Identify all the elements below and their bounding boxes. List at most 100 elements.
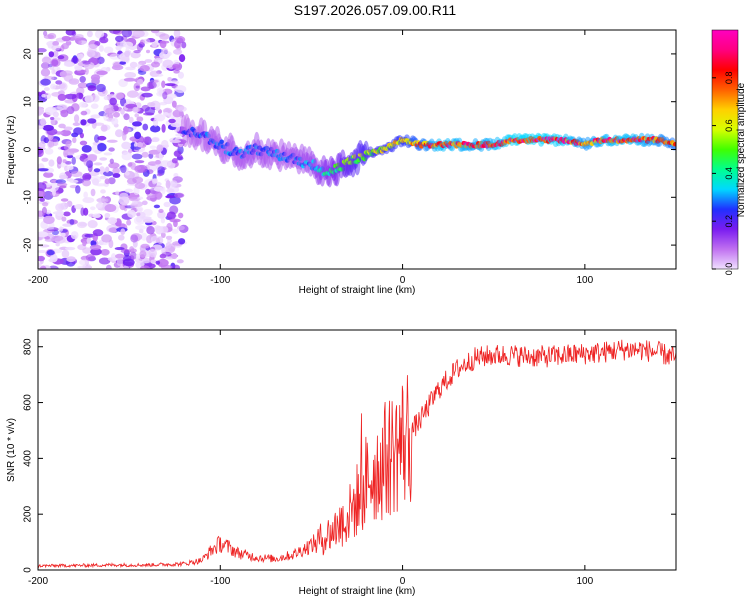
spectrogram-noise-cell	[57, 55, 65, 60]
spectrogram-noise-cell	[151, 30, 160, 34]
spectrogram-noise-cell	[131, 153, 143, 160]
spectrogram-noise-cell	[168, 118, 176, 124]
spectrogram-noise-cell	[127, 209, 137, 218]
spectrogram-noise-cell	[156, 144, 164, 153]
spectrogram-noise-cell	[176, 156, 184, 161]
spectrogram-noise-cell	[77, 40, 82, 45]
spectrogram-noise-cell	[146, 235, 153, 244]
spectrogram-noise-cell	[70, 231, 79, 240]
spectrogram-noise-cell	[177, 212, 184, 219]
spectrogram-noise-cell	[66, 151, 75, 155]
spectrogram-noise-cell	[50, 83, 57, 90]
spectrogram-noise-cell	[90, 188, 96, 197]
spectrogram-noise-cell	[167, 76, 173, 82]
spectrogram-noise-cell	[63, 144, 71, 151]
spectrogram-noise-cell	[128, 116, 134, 124]
spectrogram-noise-cell	[175, 85, 187, 94]
spectrogram-noise-cell	[58, 123, 66, 129]
spectrogram-noise-cell	[170, 122, 180, 127]
spectrogram-noise-cell	[105, 264, 112, 269]
spectrogram-noise-cell	[155, 260, 161, 265]
spectrogram-noise-cell	[115, 190, 120, 196]
spectrogram-noise-cell	[87, 154, 97, 162]
spectrogram-noise-cell	[104, 212, 111, 219]
spectrogram-noise-cell	[64, 246, 76, 251]
spectrogram-noise-cell	[87, 118, 97, 124]
spectrogram-noise-cell	[90, 74, 101, 81]
spectrogram-noise-cell	[162, 59, 174, 69]
spectrogram-noise-cell	[151, 136, 160, 143]
spectrogram-noise-cell	[60, 232, 66, 238]
spectrogram-noise-cell	[115, 35, 124, 42]
spectrogram-noise-cell	[162, 91, 168, 100]
spectrogram-noise-cell	[130, 234, 139, 243]
spectrogram-noise-cell	[96, 83, 106, 93]
spectrogram-noise-cell	[137, 196, 144, 200]
spectrogram-noise-cell	[135, 253, 141, 260]
snr-series-line	[38, 339, 676, 569]
spectrogram-noise-cell	[60, 45, 65, 52]
spectrogram-noise-cell	[131, 200, 138, 205]
spectrogram-noise-cell	[92, 122, 105, 126]
spectrogram-noise-cell	[123, 77, 136, 82]
spectrogram-noise-cell	[116, 257, 123, 267]
spectrogram-noise-cell	[44, 236, 50, 240]
spectrogram-noise-cell	[64, 93, 77, 100]
spectrogram-noise-cell	[134, 164, 146, 174]
spectrogram-noise-cell	[59, 71, 67, 78]
spectrogram-noise-cell	[141, 92, 153, 98]
spectrogram-noise-cell	[38, 140, 46, 149]
snr-y-tick-label: 800	[23, 338, 34, 355]
spectrogram-noise-cell	[165, 242, 172, 249]
spectrogram-noise-cell	[145, 49, 151, 54]
spectrogram-noise-cell	[87, 44, 99, 49]
spectrogram-noise-cell	[151, 42, 158, 48]
spectrogram-noise-cell	[141, 151, 149, 158]
spectrogram-noise-cell	[151, 61, 161, 68]
spectrogram-noise-cell	[71, 156, 76, 165]
spectrogram-noise-cell	[151, 178, 157, 185]
spectrogram-noise-cell	[123, 113, 130, 121]
spectrogram-noise-cell	[159, 160, 172, 168]
spectrogram-noise-cell	[176, 259, 184, 264]
spectrogram-noise-cell	[43, 92, 52, 100]
spectrogram-noise-cell	[142, 218, 155, 223]
spectrogram-noise-cell	[108, 162, 120, 169]
spectrogram-noise-cell	[66, 106, 75, 115]
spectrogram-noise-cell	[178, 54, 186, 63]
spectrogram-noise-cell	[148, 153, 154, 159]
spectrogram-noise-cell	[173, 150, 182, 157]
spectrogram-noise-cell	[77, 53, 84, 59]
spectrogram-noise-cell	[126, 90, 139, 98]
spectrogram-noise-cell	[90, 206, 96, 211]
spectrogram-noise-cell	[108, 177, 116, 185]
spectrogram-noise-cell	[104, 178, 110, 185]
spectrogram-noise-cell	[96, 197, 109, 204]
spectrogram-noise-cell	[48, 265, 59, 269]
colorbar-tick-label: 0.4	[724, 167, 734, 180]
spectrogram-noise-cell	[62, 159, 67, 164]
spectrogram-noise-cell	[174, 192, 185, 199]
spectrogram-noise-cell	[161, 48, 169, 55]
spectrogram-noise-cell	[38, 146, 44, 155]
spectrogram-noise-cell	[167, 93, 177, 99]
spectrogram-noise-cell	[48, 159, 55, 167]
spectrogram-noise-cell	[104, 204, 117, 213]
spectrogram-noise-cell	[109, 53, 122, 60]
spectrogram-noise-cell	[157, 236, 164, 245]
spectrogram-noise-cell	[58, 174, 68, 180]
spectrogram-noise-cell	[134, 131, 142, 140]
spectrogram-noise-cell	[84, 94, 94, 104]
spectrogram-noise-cell	[93, 168, 101, 173]
spectrogram-x-tick-label: -100	[210, 275, 230, 286]
spectrogram-noise-cell	[79, 259, 89, 266]
spectrogram-noise-cell	[159, 40, 167, 49]
spectrogram-noise-cell	[63, 211, 71, 217]
spectrogram-noise-cell	[81, 145, 92, 153]
spectrogram-noise-cell	[82, 247, 93, 254]
spectrogram-noise-cell	[156, 173, 163, 177]
spectrogram-noise-cell	[38, 168, 49, 172]
spectrogram-noise-cell	[143, 136, 150, 144]
spectrogram-noise-cell	[144, 59, 153, 63]
spectrogram-noise-cell	[150, 259, 157, 264]
